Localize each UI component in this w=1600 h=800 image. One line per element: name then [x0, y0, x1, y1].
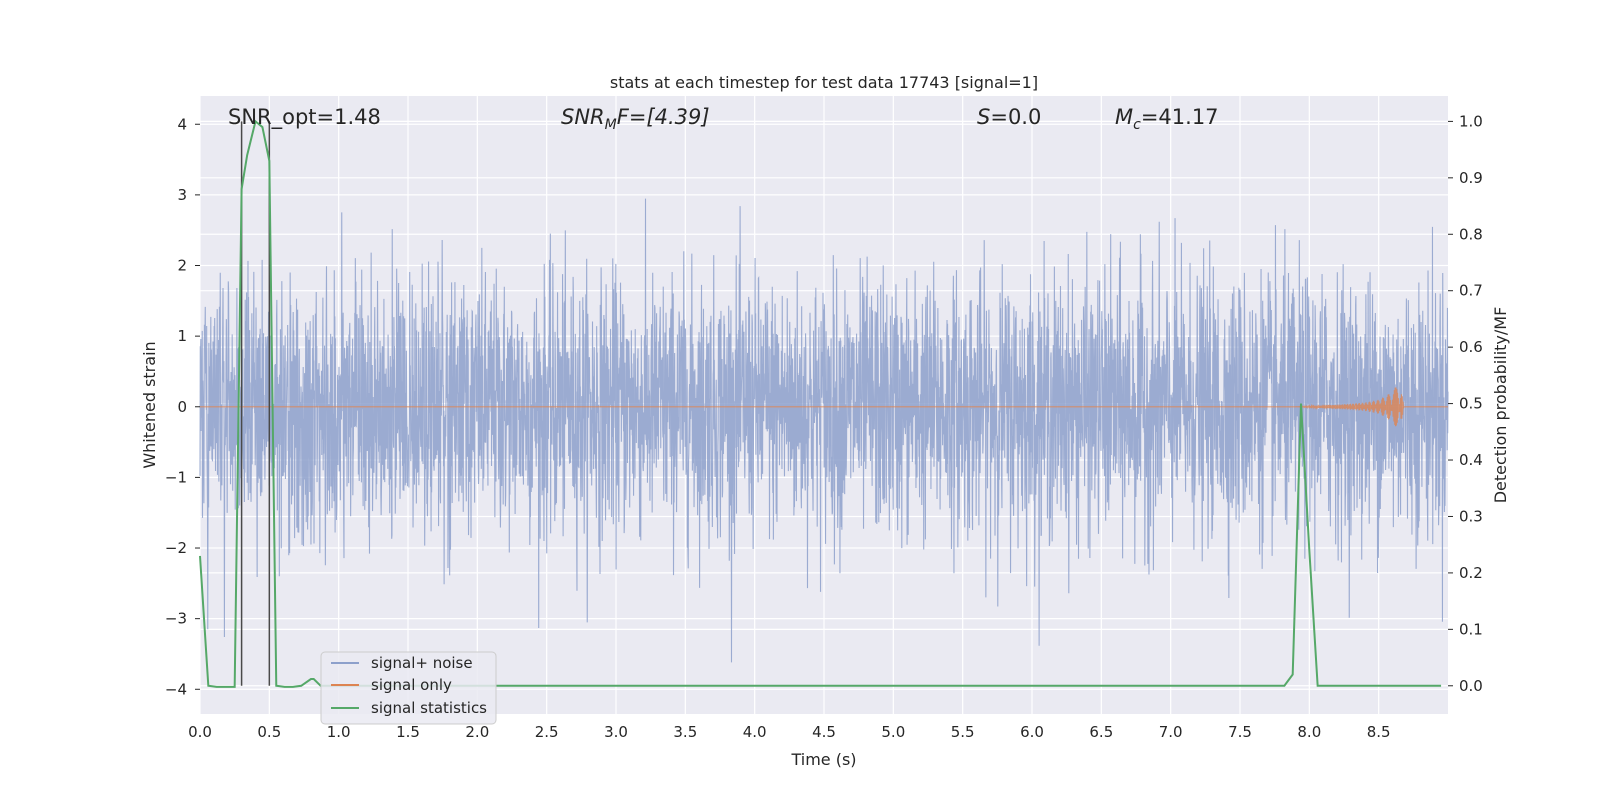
y-left-tick-label-1: −3 — [165, 610, 187, 628]
x-tick-label-12: 6.0 — [1020, 723, 1044, 741]
x-axis-ticks: 0.0 0.5 1.0 1.5 2.0 2.5 3.0 3.5 4.0 4.5 5.0 5.5 6.0 6… — [188, 723, 1391, 741]
y-right-tick-label-9: 0.9 — [1459, 169, 1483, 187]
x-tick-label-0: 0.0 — [188, 723, 212, 741]
y-right-tick-label-2: 0.2 — [1459, 564, 1483, 582]
y-left-tick-label-6: 2 — [177, 257, 187, 275]
signal-statistics-line — [199, 119, 1442, 688]
y-right-tick-label-1: 0.1 — [1459, 620, 1483, 638]
y-left-tick-label-0: −4 — [165, 680, 187, 698]
annotation-snr-opt: SNR_opt=1.48 — [228, 105, 381, 130]
x-tick-label-7: 3.5 — [673, 723, 697, 741]
annotation-snr-mf-symbol: SNR — [561, 105, 605, 129]
x-tick-label-14: 7.0 — [1159, 723, 1183, 741]
annotation-mc-value: =41.17 — [1141, 105, 1219, 129]
y-left-tick-label-3: −1 — [165, 468, 187, 486]
annotation-snr-mf-subscript: M — [605, 117, 617, 133]
legend-label-signal-plus-noise: signal+ noise — [371, 654, 473, 672]
legend-label-signal-only: signal only — [371, 676, 452, 694]
signal-plus-noise-line — [199, 198, 1449, 663]
y-left-axis-ticks: −4 −3 −2 −1 0 1 2 3 4 — [165, 115, 200, 698]
y-right-axis-label: Detection probability/MF — [1491, 307, 1510, 504]
y-right-tick-label-5: 0.5 — [1459, 395, 1483, 413]
y-left-tick-label-4: 0 — [177, 398, 187, 416]
y-right-tick-label-6: 0.6 — [1459, 338, 1483, 356]
y-left-tick-label-2: −2 — [165, 539, 187, 557]
legend: signal+ noise signal only signal statist… — [320, 651, 497, 725]
x-tick-label-9: 4.5 — [812, 723, 836, 741]
y-left-tick-label-7: 3 — [177, 186, 187, 204]
signal-only-series — [200, 387, 1448, 427]
x-tick-label-6: 3.0 — [604, 723, 628, 741]
y-left-tick-label-8: 4 — [177, 115, 187, 133]
annotation-s: S=0.0 — [977, 105, 1041, 129]
x-tick-label-13: 6.5 — [1089, 723, 1113, 741]
y-right-tick-label-0: 0.0 — [1459, 677, 1483, 695]
x-tick-label-4: 2.0 — [465, 723, 489, 741]
legend-box — [320, 651, 497, 725]
annotation-mc-symbol: M — [1115, 105, 1133, 129]
x-tick-label-3: 1.5 — [396, 723, 420, 741]
x-tick-label-5: 2.5 — [535, 723, 559, 741]
y-left-axis-label: Whitened strain — [140, 341, 159, 468]
x-tick-label-11: 5.5 — [951, 723, 975, 741]
y-right-tick-label-4: 0.4 — [1459, 451, 1483, 469]
x-tick-label-17: 8.5 — [1367, 723, 1391, 741]
y-right-axis-ticks: 0.0 0.1 0.2 0.3 0.4 0.5 0.6 0.7 0.8 0.9 1.0 — [1448, 112, 1483, 695]
x-axis-label: Time (s) — [790, 750, 856, 769]
y-right-tick-label-8: 0.8 — [1459, 225, 1483, 243]
signal-plus-noise-series — [199, 198, 1449, 663]
y-right-tick-label-3: 0.3 — [1459, 507, 1483, 525]
x-tick-label-15: 7.5 — [1228, 723, 1252, 741]
signal-only-line — [200, 387, 1448, 427]
annotation-s-symbol: S — [977, 105, 990, 129]
chart-title: stats at each timestep for test data 177… — [610, 73, 1038, 92]
annotation-snr-mf: SNRMF=[4.39] — [561, 105, 710, 133]
legend-label-signal-statistics: signal statistics — [371, 699, 487, 717]
y-right-tick-label-10: 1.0 — [1459, 112, 1483, 130]
signal-statistics-series — [199, 119, 1442, 688]
annotation-snr-mf-value: F=[4.39] — [617, 105, 710, 129]
x-tick-label-10: 5.0 — [881, 723, 905, 741]
annotation-mc: Mc=41.17 — [1115, 105, 1219, 133]
annotation-mc-subscript: c — [1133, 117, 1141, 133]
x-tick-label-8: 4.0 — [743, 723, 767, 741]
x-tick-label-2: 1.0 — [327, 723, 351, 741]
annotation-s-value: =0.0 — [990, 105, 1041, 129]
x-tick-label-1: 0.5 — [257, 723, 281, 741]
y-right-tick-label-7: 0.7 — [1459, 282, 1483, 300]
x-tick-label-16: 8.0 — [1297, 723, 1321, 741]
y-left-tick-label-5: 1 — [177, 327, 187, 345]
